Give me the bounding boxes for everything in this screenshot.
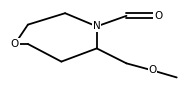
Text: O: O: [148, 65, 157, 75]
Text: O: O: [154, 11, 162, 21]
Text: O: O: [11, 39, 19, 49]
Text: N: N: [93, 21, 101, 31]
